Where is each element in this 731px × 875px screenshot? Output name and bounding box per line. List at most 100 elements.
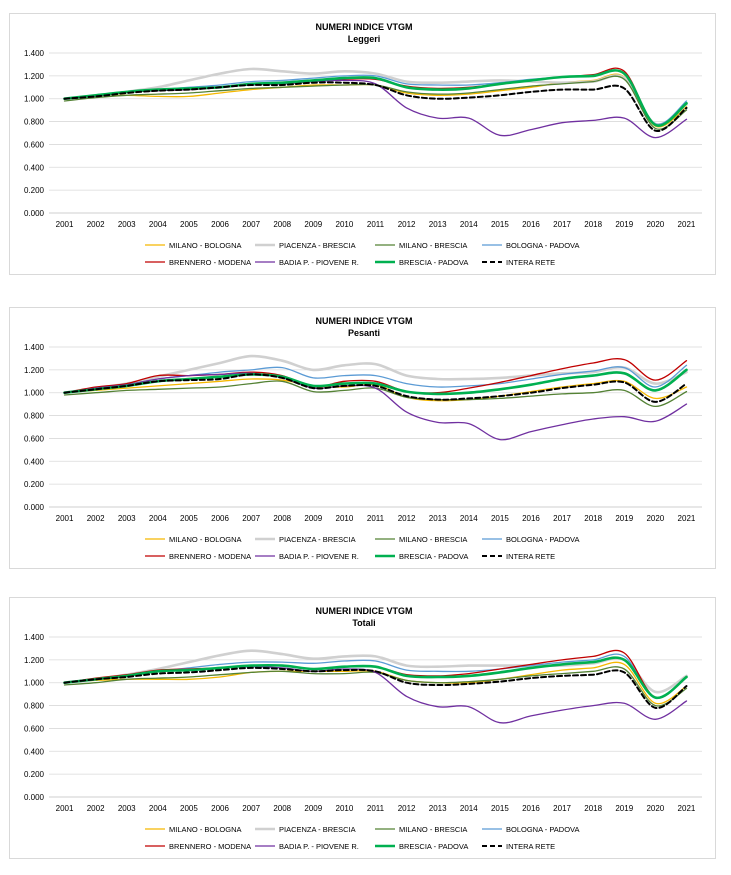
x-tick-label: 2015 bbox=[491, 804, 509, 813]
legend-label: BRENNERO - MODENA bbox=[169, 842, 251, 851]
x-tick-label: 2021 bbox=[678, 804, 696, 813]
y-tick-label: 0.800 bbox=[24, 412, 45, 421]
y-tick-label: 0.400 bbox=[24, 457, 45, 466]
series-line bbox=[63, 656, 688, 699]
y-tick-label: 0.000 bbox=[24, 793, 45, 802]
x-tick-label: 2012 bbox=[398, 514, 416, 523]
y-tick-label: 1.000 bbox=[24, 389, 45, 398]
legend-label: MILANO - BOLOGNA bbox=[169, 241, 242, 250]
legend-label: BRESCIA - PADOVA bbox=[399, 258, 468, 267]
chart-panel-totali: NUMERI INDICE VTGM Totali 0.000 0.200 0.40… bbox=[9, 597, 716, 859]
legend-label: PIACENZA - BRESCIA bbox=[279, 825, 356, 834]
x-tick-label: 2001 bbox=[56, 220, 74, 229]
x-tick-label: 2005 bbox=[180, 220, 198, 229]
x-tick-label: 2005 bbox=[180, 514, 198, 523]
legend-label: BOLOGNA - PADOVA bbox=[506, 825, 580, 834]
y-tick-label: 0.200 bbox=[24, 186, 45, 195]
legend-label: BOLOGNA - PADOVA bbox=[506, 535, 580, 544]
x-tick-label: 2002 bbox=[87, 804, 105, 813]
chart-svg-totali: NUMERI INDICE VTGM Totali 0.000 0.200 0.40… bbox=[24, 606, 702, 851]
legend-label: BRENNERO - MODENA bbox=[169, 258, 251, 267]
x-tick-label: 2007 bbox=[242, 514, 260, 523]
x-tick-label: 2009 bbox=[304, 220, 322, 229]
x-tick-label: 2012 bbox=[398, 804, 416, 813]
x-tick-label: 2005 bbox=[180, 804, 198, 813]
chart-title: NUMERI INDICE VTGM bbox=[315, 316, 412, 326]
y-tick-label: 0.600 bbox=[24, 724, 45, 733]
x-tick-label: 2007 bbox=[242, 220, 260, 229]
y-tick-label: 0.000 bbox=[24, 503, 45, 512]
x-tick-label: 2015 bbox=[491, 514, 509, 523]
x-tick-label: 2009 bbox=[304, 804, 322, 813]
legend-label: BADIA P. - PIOVENE R. bbox=[279, 552, 359, 561]
x-tick-label: 2006 bbox=[211, 220, 229, 229]
x-tick-label: 2006 bbox=[211, 514, 229, 523]
series-line bbox=[63, 666, 688, 709]
x-tick-label: 2009 bbox=[304, 514, 322, 523]
series-line bbox=[63, 372, 688, 441]
legend-label: BRESCIA - PADOVA bbox=[399, 842, 468, 851]
x-tick-label: 2012 bbox=[398, 220, 416, 229]
x-tick-label: 2004 bbox=[149, 220, 167, 229]
y-tick-label: 0.600 bbox=[24, 434, 45, 443]
x-tick-label: 2021 bbox=[678, 220, 696, 229]
series-line bbox=[63, 81, 688, 132]
chart-panel-pesanti: NUMERI INDICE VTGM Pesanti 0.000 0.200 0.4… bbox=[9, 307, 716, 569]
legend-label: BRENNERO - MODENA bbox=[169, 552, 251, 561]
chart-subtitle: Totali bbox=[352, 618, 375, 628]
legend-label: PIACENZA - BRESCIA bbox=[279, 241, 356, 250]
legend-label: MILANO - BOLOGNA bbox=[169, 825, 242, 834]
x-tick-label: 2008 bbox=[273, 220, 291, 229]
x-tick-label: 2003 bbox=[118, 804, 136, 813]
x-tick-label: 2002 bbox=[87, 220, 105, 229]
x-tick-label: 2013 bbox=[429, 514, 447, 523]
chart-subtitle: Pesanti bbox=[348, 328, 380, 338]
y-tick-label: 1.200 bbox=[24, 366, 45, 375]
y-tick-label: 1.400 bbox=[24, 633, 45, 642]
x-tick-label: 2020 bbox=[646, 220, 664, 229]
series-line bbox=[63, 653, 688, 699]
x-tick-label: 2015 bbox=[491, 220, 509, 229]
y-tick-label: 0.200 bbox=[24, 770, 45, 779]
y-tick-label: 0.400 bbox=[24, 747, 45, 756]
series-line bbox=[63, 373, 688, 403]
legend-label: BRESCIA - PADOVA bbox=[399, 552, 468, 561]
y-tick-label: 0.600 bbox=[24, 140, 45, 149]
y-tick-label: 0.800 bbox=[24, 702, 45, 711]
x-tick-label: 2008 bbox=[273, 514, 291, 523]
y-tick-label: 1.200 bbox=[24, 656, 45, 665]
y-tick-label: 0.200 bbox=[24, 480, 45, 489]
legend-label: INTERA RETE bbox=[506, 552, 555, 561]
x-tick-label: 2016 bbox=[522, 220, 540, 229]
chart-panel-leggeri: NUMERI INDICE VTGM Leggeri 0.000 0.200 0.4… bbox=[9, 13, 716, 275]
x-tick-label: 2002 bbox=[87, 514, 105, 523]
x-tick-label: 2019 bbox=[615, 804, 633, 813]
legend-label: MILANO - BRESCIA bbox=[399, 825, 467, 834]
x-tick-label: 2016 bbox=[522, 804, 540, 813]
x-tick-label: 2011 bbox=[367, 514, 385, 523]
x-tick-label: 2014 bbox=[460, 514, 478, 523]
legend-label: PIACENZA - BRESCIA bbox=[279, 535, 356, 544]
legend-label: MILANO - BRESCIA bbox=[399, 241, 467, 250]
x-tick-label: 2004 bbox=[149, 514, 167, 523]
x-tick-label: 2018 bbox=[584, 804, 602, 813]
x-tick-label: 2001 bbox=[56, 514, 74, 523]
x-tick-label: 2017 bbox=[553, 804, 571, 813]
x-tick-label: 2016 bbox=[522, 514, 540, 523]
legend-label: MILANO - BRESCIA bbox=[399, 535, 467, 544]
x-tick-label: 2004 bbox=[149, 804, 167, 813]
x-tick-label: 2006 bbox=[211, 804, 229, 813]
y-tick-label: 0.000 bbox=[24, 209, 45, 218]
x-tick-label: 2011 bbox=[367, 220, 385, 229]
legend-label: MILANO - BOLOGNA bbox=[169, 535, 242, 544]
x-tick-label: 2003 bbox=[118, 220, 136, 229]
y-tick-label: 0.400 bbox=[24, 163, 45, 172]
x-tick-label: 2008 bbox=[273, 804, 291, 813]
chart-title: NUMERI INDICE VTGM bbox=[315, 22, 412, 32]
x-tick-label: 2007 bbox=[242, 804, 260, 813]
chart-subtitle: Leggeri bbox=[348, 34, 381, 44]
x-tick-label: 2014 bbox=[460, 220, 478, 229]
x-tick-label: 2018 bbox=[584, 220, 602, 229]
legend-label: INTERA RETE bbox=[506, 842, 555, 851]
x-tick-label: 2001 bbox=[56, 804, 74, 813]
